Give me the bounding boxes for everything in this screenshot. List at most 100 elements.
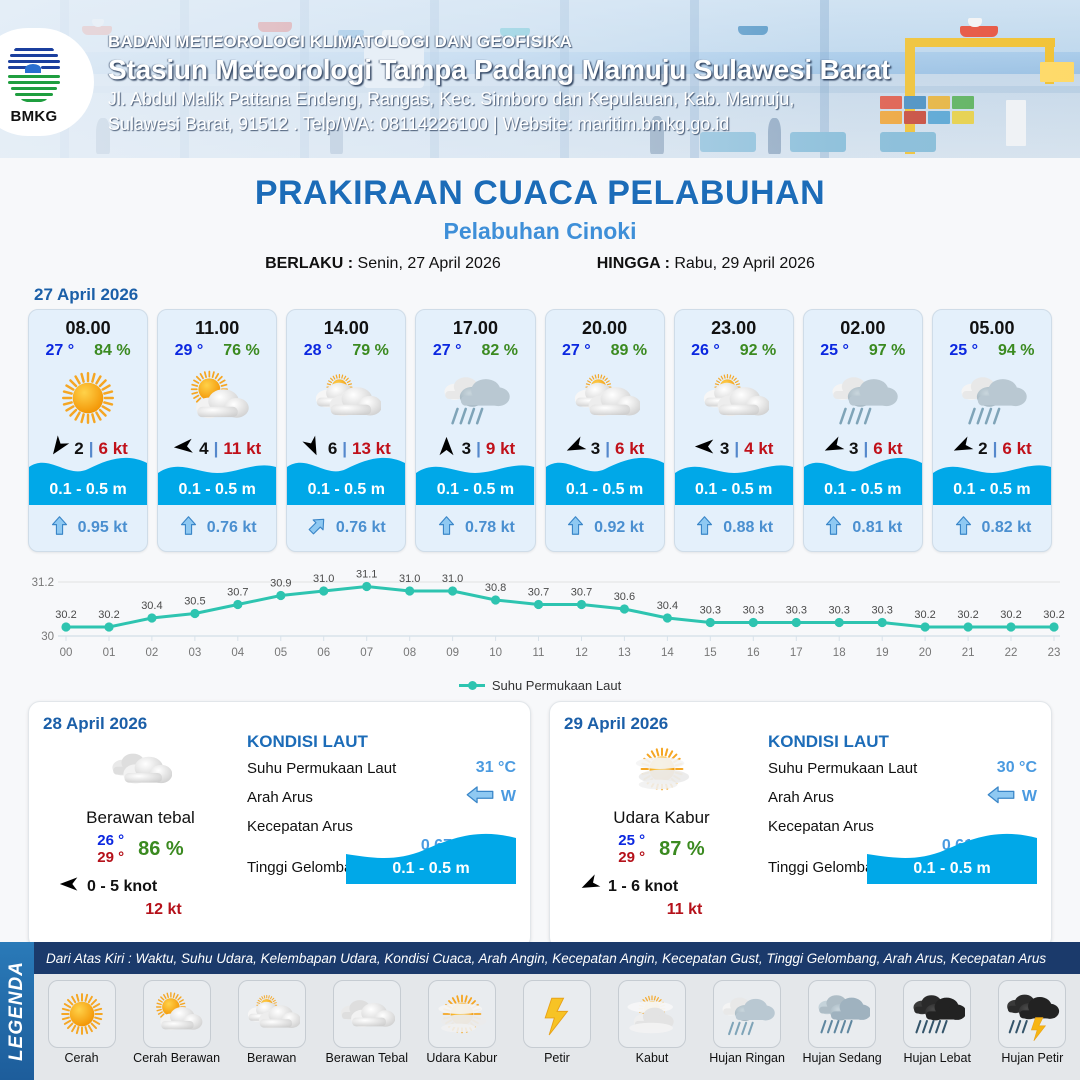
humidity: 79 % [352,342,389,359]
weather-condition-icon [675,362,793,434]
temp-humidity-row: 25 ° 94 % [949,342,1034,360]
svg-text:05: 05 [274,647,287,659]
gust-speed: 6 kt [615,439,645,458]
summary-gust: 11 kt [666,901,703,918]
summary-wave-graphic: 0.1 - 0.5 m [867,832,1037,884]
legend-icon-hujan-sedang [808,980,877,1048]
sea-conditions-block: KONDISI LAUT Suhu Permukaan Laut 31 °C A… [247,732,516,884]
forecast-date-label: 27 April 2026 [34,285,139,304]
current-speed-label: Kecepatan Arus [247,817,353,835]
wave-graphic [287,449,406,505]
chart-legend-label: Suhu Permukaan Laut [491,678,622,693]
legend-icon-berawan-tebal [332,980,401,1048]
svg-text:30.9: 30.9 [270,578,291,590]
svg-text:30.3: 30.3 [828,605,849,617]
svg-text:14: 14 [661,647,674,659]
summary-gust: 12 kt [145,901,182,918]
svg-text:30.2: 30.2 [914,609,935,621]
wind-separator: | [88,439,94,458]
svg-text:31.0: 31.0 [399,573,420,585]
current-row: 0.81 kt [804,515,922,541]
summary-wave-value: 0.1 - 0.5 m [392,859,470,877]
wave-graphic [674,449,793,505]
humidity: 84 % [94,342,131,359]
sst-value: 30 °C [996,759,1037,776]
svg-text:30.2: 30.2 [1000,609,1021,621]
svg-text:17: 17 [790,647,803,659]
svg-text:30.3: 30.3 [743,605,764,617]
page-title: PRAKIRAAN CUACA PELABUHAN [254,174,826,212]
legend-item: Udara Kabur [418,980,506,1065]
forecast-time: 11.00 [195,318,240,338]
forecast-card: 08.00 27 ° 84 % 2 | 6 kt 0.1 - 0.5 m 0.9 [28,309,149,552]
wind-separator: | [342,439,348,458]
humidity: 92 % [739,342,777,359]
svg-text:30: 30 [41,631,54,643]
port-name: Pelabuhan Cinoki [443,218,637,244]
wind-direction-arrow-icon [952,436,974,462]
berlaku-value: Senin, 27 April 2026 [357,255,501,272]
sst-chart: 31.2 30 30.2 00 30.2 01 30.4 02 30.5 03 30.7 04 30.9… [14,564,1066,676]
air-temperature: 25 ° [949,342,979,359]
svg-text:31.0: 31.0 [442,573,463,585]
legend-item-label: Udara Kabur [426,1051,498,1065]
sst-chart-canvas: 31.23030.20030.20130.40230.50330.70430.9… [32,569,1065,660]
wind-row: 3 | 9 kt [436,436,515,462]
wind-speed: 6 [327,439,338,458]
temp-humidity-row: 27 ° 84 % [46,342,131,360]
sst-row: Suhu Permukaan Laut 30 °C [768,759,1037,777]
svg-text:30.7: 30.7 [571,587,592,599]
current-direction-label: Arah Arus [247,788,313,806]
summary-temp-max: 29 ° [97,849,125,866]
legend-icon-cerah-berawan [142,980,211,1048]
current-speed: 0.76 kt [206,519,257,536]
svg-text:30.2: 30.2 [98,609,119,621]
summary-temp-row: 25 ° 29 ° 87 % [564,832,759,866]
humidity: 76 % [223,342,260,359]
temp-humidity-row: 27 ° 89 % [562,342,647,360]
weather-condition-icon [546,362,664,434]
hourly-forecast-row: 08.00 27 ° 84 % 2 | 6 kt 0.1 - 0.5 m 0.9 [0,309,1080,552]
temp-humidity-row: 25 ° 97 % [820,342,905,360]
svg-text:30.8: 30.8 [485,582,506,594]
wind-direction-arrow-icon [823,436,845,462]
legend-icon-hujan-lebat [903,980,972,1048]
svg-text:31.2: 31.2 [32,577,54,589]
humidity: 89 % [610,342,648,359]
forecast-time: 23.00 [711,318,757,338]
current-direction-label: Arah Arus [768,788,834,806]
berlaku-label: BERLAKU : [265,255,354,272]
station-name: Stasiun Meteorologi Tampa Padang Mamuju … [108,54,891,85]
svg-text:07: 07 [360,647,373,659]
humidity: 94 % [998,342,1035,359]
summary-wind-arrow-icon [59,874,79,899]
wave-graphic [29,449,148,505]
wind-row: 4 | 11 kt [173,436,261,462]
wind-speed: 3 [461,439,472,458]
summary-wind-row: 1 - 6 knot [564,874,759,899]
svg-text:18: 18 [833,647,846,659]
forecast-card: 05.00 25 ° 94 % 2 | 6 kt [931,309,1052,552]
summary-temp-max: 29 ° [618,849,646,866]
svg-text:01: 01 [103,647,116,659]
wave-graphic [803,449,922,505]
wind-separator: | [476,439,481,458]
summary-temp-row: 26 ° 29 ° 86 % [43,832,238,866]
svg-text:04: 04 [231,647,244,659]
sst-value: 31 °C [475,759,516,776]
svg-text:30.7: 30.7 [528,587,549,599]
svg-text:11: 11 [533,647,545,659]
wind-separator: | [605,439,611,458]
wind-row: 2 | 6 kt [952,436,1032,462]
current-direction-arrow-icon [49,515,70,541]
chart-legend-marker [458,680,485,690]
legend-item-label: Hujan Petir [1001,1051,1064,1065]
wind-direction-arrow-icon [302,435,323,462]
agency-name: BADAN METEOROLOGI KLIMATOLOGI DAN GEOFIS… [108,32,573,51]
current-direction-arrow-icon [953,515,974,541]
svg-text:30.6: 30.6 [614,591,635,603]
weather-condition-icon [416,362,534,434]
forecast-card: 02.00 25 ° 97 % 3 | 6 kt [802,309,923,552]
gust-speed: 11 kt [223,439,262,458]
wind-speed: 4 [199,439,209,458]
